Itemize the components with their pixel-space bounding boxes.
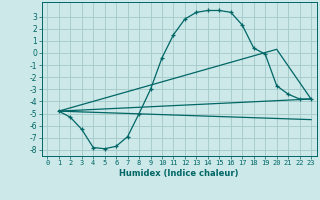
X-axis label: Humidex (Indice chaleur): Humidex (Indice chaleur) [119, 169, 239, 178]
